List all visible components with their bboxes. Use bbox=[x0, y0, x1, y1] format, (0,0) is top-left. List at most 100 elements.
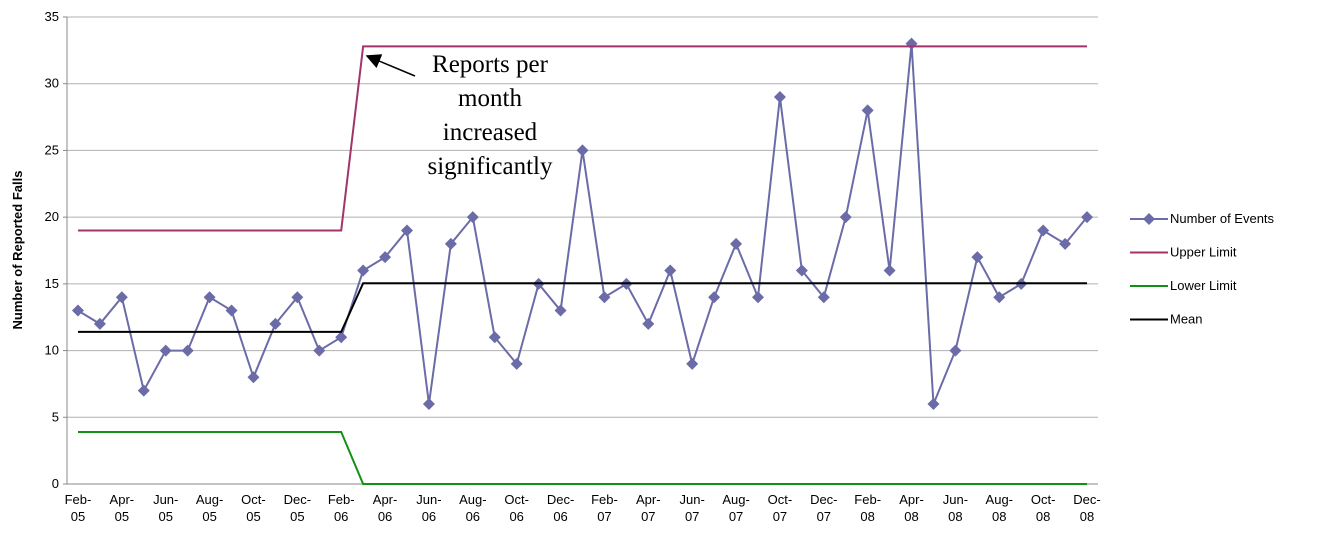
x-tick-label: Apr- 07 bbox=[636, 492, 661, 524]
x-tick-label-line: 07 bbox=[729, 509, 743, 524]
x-tick-label-line: Oct- bbox=[1031, 492, 1056, 507]
data-point bbox=[598, 291, 611, 304]
data-point bbox=[203, 291, 216, 304]
x-tick-label-line: 05 bbox=[202, 509, 216, 524]
data-point bbox=[181, 344, 194, 357]
x-tick-label: Aug- 06 bbox=[459, 492, 486, 524]
data-point bbox=[751, 291, 764, 304]
data-point bbox=[730, 237, 743, 250]
x-tick-label-line: Oct- bbox=[768, 492, 793, 507]
x-tick-label-line: 07 bbox=[817, 509, 831, 524]
data-point bbox=[159, 344, 172, 357]
annotation-arrow bbox=[365, 54, 416, 77]
x-tick-label: Oct- 08 bbox=[1031, 492, 1056, 524]
data-point bbox=[313, 344, 326, 357]
data-point bbox=[357, 264, 370, 277]
x-tick-label: Dec- 06 bbox=[547, 492, 574, 524]
x-tick-label-line: 07 bbox=[641, 509, 655, 524]
data-point bbox=[861, 104, 874, 117]
data-point bbox=[379, 251, 392, 264]
data-point bbox=[93, 317, 106, 330]
x-tick-label: Dec- 07 bbox=[810, 492, 837, 524]
x-tick-label: Oct- 07 bbox=[768, 492, 793, 524]
x-tick-label-line: 06 bbox=[466, 509, 480, 524]
x-tick-label-line: 07 bbox=[773, 509, 787, 524]
data-point bbox=[949, 344, 962, 357]
data-point bbox=[773, 91, 786, 104]
annotation: increased bbox=[443, 119, 538, 146]
x-tick-label-line: 08 bbox=[1036, 509, 1050, 524]
data-point bbox=[269, 317, 282, 330]
x-tick-label: Feb- 08 bbox=[854, 492, 881, 524]
y-axis-label: Number of Reported Falls bbox=[10, 171, 25, 330]
x-tick-label-line: 07 bbox=[685, 509, 699, 524]
x-tick-label: Oct- 06 bbox=[504, 492, 529, 524]
x-tick-label-line: Jun- bbox=[153, 492, 178, 507]
data-point bbox=[510, 357, 523, 370]
data-point bbox=[488, 331, 501, 344]
x-tick-label: Feb- 06 bbox=[328, 492, 355, 524]
x-tick-label-line: Dec- bbox=[284, 492, 311, 507]
data-point bbox=[554, 304, 567, 317]
x-tick-label-line: 08 bbox=[992, 509, 1006, 524]
x-tick-label-line: 08 bbox=[904, 509, 918, 524]
x-tick-label-line: 05 bbox=[290, 509, 304, 524]
x-tick-label-line: Jun- bbox=[416, 492, 441, 507]
x-tick-label-line: Aug- bbox=[722, 492, 749, 507]
x-tick-label-line: 06 bbox=[378, 509, 392, 524]
data-point bbox=[401, 224, 414, 237]
x-tick-label: Apr- 05 bbox=[110, 492, 135, 524]
x-tick-label-line: 06 bbox=[553, 509, 567, 524]
x-tick-label: Dec- 08 bbox=[1073, 492, 1100, 524]
x-tick-label-line: Apr- bbox=[110, 492, 135, 507]
data-point bbox=[664, 264, 677, 277]
x-tick-label-line: Apr- bbox=[373, 492, 398, 507]
annotation: month bbox=[458, 85, 522, 112]
data-point bbox=[466, 211, 479, 224]
annotation: significantly bbox=[428, 153, 553, 180]
data-point bbox=[927, 397, 940, 410]
y-tick-label: 15 bbox=[45, 276, 59, 291]
x-tick-label-line: Feb- bbox=[65, 492, 92, 507]
x-tick-label-line: Jun- bbox=[680, 492, 705, 507]
data-point bbox=[1059, 237, 1072, 250]
legend-label: Number of Events bbox=[1170, 211, 1275, 226]
data-point bbox=[905, 37, 918, 50]
x-tick-label-line: Dec- bbox=[547, 492, 574, 507]
legend-label: Lower Limit bbox=[1170, 278, 1237, 293]
data-point bbox=[839, 211, 852, 224]
x-tick-label: Jun- 06 bbox=[416, 492, 441, 524]
x-tick-label-line: Aug- bbox=[986, 492, 1013, 507]
annotation: Reports per bbox=[432, 51, 549, 78]
series-line bbox=[77, 430, 1088, 485]
data-point bbox=[971, 251, 984, 264]
x-tick-label-line: Dec- bbox=[810, 492, 837, 507]
data-point bbox=[422, 397, 435, 410]
x-tick-label-line: Apr- bbox=[636, 492, 661, 507]
data-point bbox=[335, 331, 348, 344]
data-point bbox=[225, 304, 238, 317]
data-point bbox=[1081, 211, 1094, 224]
x-tick-label: Feb- 07 bbox=[591, 492, 618, 524]
x-tick-label-line: Feb- bbox=[591, 492, 618, 507]
x-tick-label-line: 05 bbox=[71, 509, 85, 524]
x-tick-label-line: Aug- bbox=[459, 492, 486, 507]
data-point bbox=[247, 371, 260, 384]
x-tick-label: Feb- 05 bbox=[65, 492, 92, 524]
x-tick-label: Apr- 06 bbox=[373, 492, 398, 524]
x-tick-label: Apr- 08 bbox=[899, 492, 924, 524]
data-point bbox=[115, 291, 128, 304]
x-tick-label-line: 08 bbox=[1080, 509, 1094, 524]
data-point bbox=[708, 291, 721, 304]
x-tick-label-line: 05 bbox=[158, 509, 172, 524]
data-point bbox=[993, 291, 1006, 304]
x-tick-label-line: 05 bbox=[115, 509, 129, 524]
data-point bbox=[795, 264, 808, 277]
legend-label: Upper Limit bbox=[1170, 245, 1237, 260]
y-tick-label: 35 bbox=[45, 9, 59, 24]
x-tick-label: Jun- 08 bbox=[943, 492, 968, 524]
x-tick-label-line: Aug- bbox=[196, 492, 223, 507]
x-tick-label-line: Feb- bbox=[854, 492, 881, 507]
x-tick-label-line: 06 bbox=[334, 509, 348, 524]
data-point bbox=[71, 304, 84, 317]
